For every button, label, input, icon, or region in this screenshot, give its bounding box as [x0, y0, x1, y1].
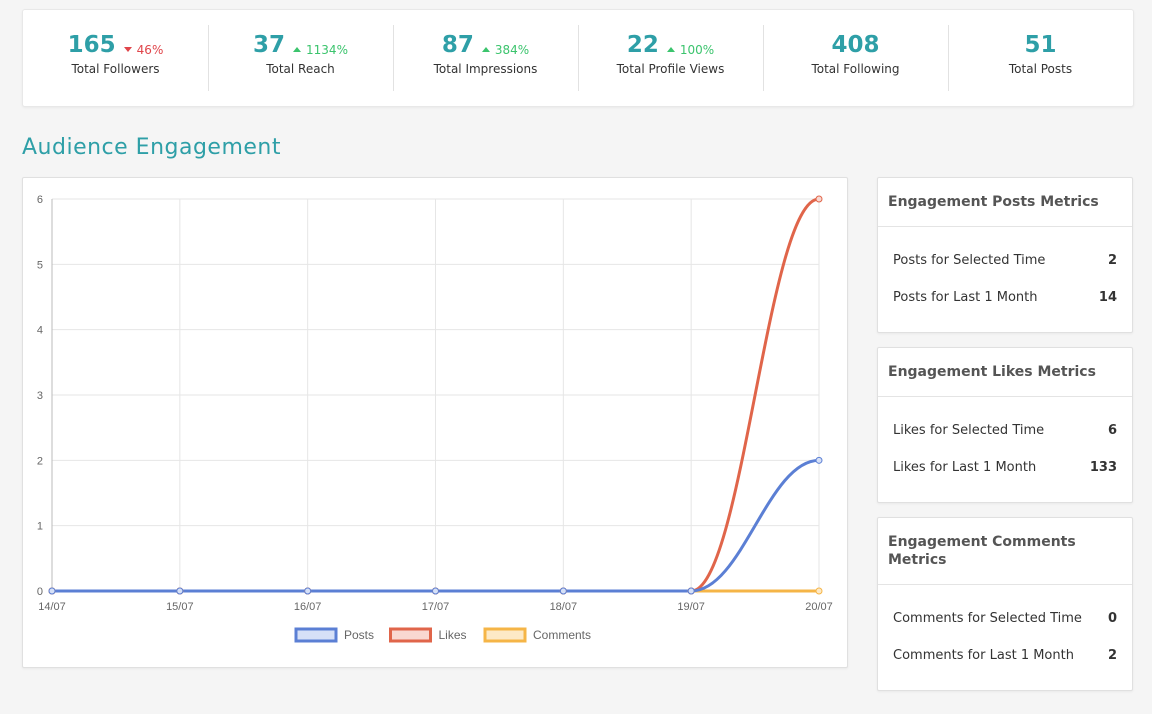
stat-label: Total Impressions — [433, 62, 538, 76]
stat-change: 1134% — [293, 43, 348, 57]
data-point-posts — [176, 587, 184, 595]
stat-change-text: 46% — [136, 42, 164, 57]
metric-value: 2 — [1107, 253, 1117, 268]
x-tick-label: 16/07 — [294, 601, 322, 613]
x-tick-label: 18/07 — [550, 601, 578, 613]
stat-value: 165 — [67, 32, 116, 58]
x-tick-label: 14/07 — [38, 601, 66, 613]
comments-metrics-card: Engagement Comments Metrics Comments for… — [877, 517, 1133, 691]
metric-label: Posts for Last 1 Month — [893, 290, 1038, 305]
metric-value: 14 — [1098, 290, 1117, 305]
stat-value: 87 — [441, 32, 474, 58]
stat-change: 46% — [123, 42, 164, 57]
stat-change: 100% — [666, 42, 715, 57]
stat-label: Total Profile Views — [616, 62, 725, 76]
metric-row: Posts for Selected Time 2 — [878, 242, 1132, 279]
data-point-posts — [687, 587, 695, 595]
metric-row: Comments for Selected Time 0 — [878, 600, 1132, 637]
stat-label: Total Reach — [266, 62, 335, 76]
data-point-posts — [48, 587, 56, 595]
data-point-likes — [815, 195, 823, 203]
engagement-chart-card: 0 1 2 3 4 5 6 14/07 15/07 16/07 17/07 18/07 19/07 20/… — [22, 177, 848, 668]
y-tick-label: 6 — [37, 194, 43, 206]
metric-label: Likes for Selected Time — [893, 423, 1045, 438]
stat-total-profile-views: 22 100% Total Profile Views — [578, 10, 763, 106]
metric-label: Posts for Selected Time — [893, 253, 1046, 268]
y-tick-label: 0 — [37, 586, 43, 598]
stat-value: 37 — [253, 32, 286, 58]
legend-label-posts: Posts — [344, 628, 374, 642]
metric-label: Comments for Last 1 Month — [893, 648, 1074, 663]
metric-label: Likes for Last 1 Month — [893, 460, 1037, 475]
metric-row: Posts for Last 1 Month 14 — [878, 279, 1132, 316]
metric-row: Comments for Last 1 Month 2 — [878, 637, 1132, 674]
stat-total-impressions: 87 384% Total Impressions — [393, 10, 578, 106]
x-tick-label: 19/07 — [677, 601, 705, 613]
stat-total-reach: 37 1134% Total Reach — [208, 10, 393, 106]
stat-label: Total Followers — [71, 62, 160, 76]
posts-metrics-card: Engagement Posts Metrics Posts for Selec… — [877, 177, 1133, 333]
metric-value: 133 — [1089, 460, 1117, 475]
metric-row: Likes for Selected Time 6 — [878, 412, 1132, 449]
data-point-posts — [559, 587, 567, 595]
stat-total-following: 408 Total Following — [763, 10, 948, 106]
likes-metrics-card: Engagement Likes Metrics Likes for Selec… — [877, 347, 1133, 503]
metric-row: Likes for Last 1 Month 133 — [878, 449, 1132, 486]
legend-swatch-comments — [483, 627, 527, 643]
x-tick-label: 17/07 — [422, 601, 450, 613]
metric-value: 2 — [1107, 648, 1117, 663]
x-tick-label: 20/07 — [805, 601, 833, 613]
metric-card-title: Engagement Comments Metrics — [878, 518, 1132, 585]
metric-value: 6 — [1107, 423, 1117, 438]
y-tick-label: 1 — [37, 521, 43, 533]
legend-swatch-posts — [294, 627, 338, 643]
engagement-line-chart: 0 1 2 3 4 5 6 14/07 15/07 16/07 17/07 18/07 19/07 20/… — [37, 194, 833, 643]
stat-value: 51 — [1024, 32, 1057, 58]
stat-value: 408 — [831, 32, 880, 58]
y-tick-label: 5 — [37, 259, 43, 271]
metric-card-title: Engagement Posts Metrics — [878, 178, 1132, 227]
arrow-down-icon — [123, 47, 132, 52]
legend-label-likes: Likes — [439, 628, 467, 642]
stat-value: 22 — [626, 32, 659, 58]
arrow-up-icon — [481, 47, 490, 52]
metric-value: 0 — [1107, 611, 1117, 626]
data-point-posts — [432, 587, 439, 595]
y-tick-label: 3 — [37, 390, 43, 402]
y-tick-label: 4 — [37, 325, 43, 337]
x-tick-label: 15/07 — [166, 601, 194, 613]
stat-change-text: 1134% — [306, 42, 348, 57]
legend-swatch-likes — [389, 627, 432, 643]
stat-total-followers: 165 46% Total Followers — [23, 10, 208, 106]
y-tick-label: 2 — [37, 455, 43, 467]
metric-label: Comments for Selected Time — [893, 611, 1082, 626]
metric-card-title: Engagement Likes Metrics — [878, 348, 1132, 397]
stats-bar: 165 46% Total Followers 37 1134% Total R… — [22, 9, 1134, 107]
legend-label-comments: Comments — [533, 628, 591, 642]
data-point-posts — [304, 587, 312, 595]
data-point-comments — [815, 587, 823, 595]
stat-label: Total Posts — [1008, 62, 1073, 76]
stat-change-text: 384% — [494, 42, 530, 57]
stat-change-text: 100% — [679, 42, 715, 57]
stat-change: 384% — [481, 42, 530, 57]
arrow-up-icon — [666, 47, 675, 52]
arrow-up-icon — [293, 47, 302, 52]
stat-label: Total Following — [811, 62, 900, 76]
section-title: Audience Engagement — [22, 135, 281, 160]
data-point-posts — [815, 456, 823, 464]
stat-total-posts: 51 Total Posts — [948, 10, 1133, 106]
